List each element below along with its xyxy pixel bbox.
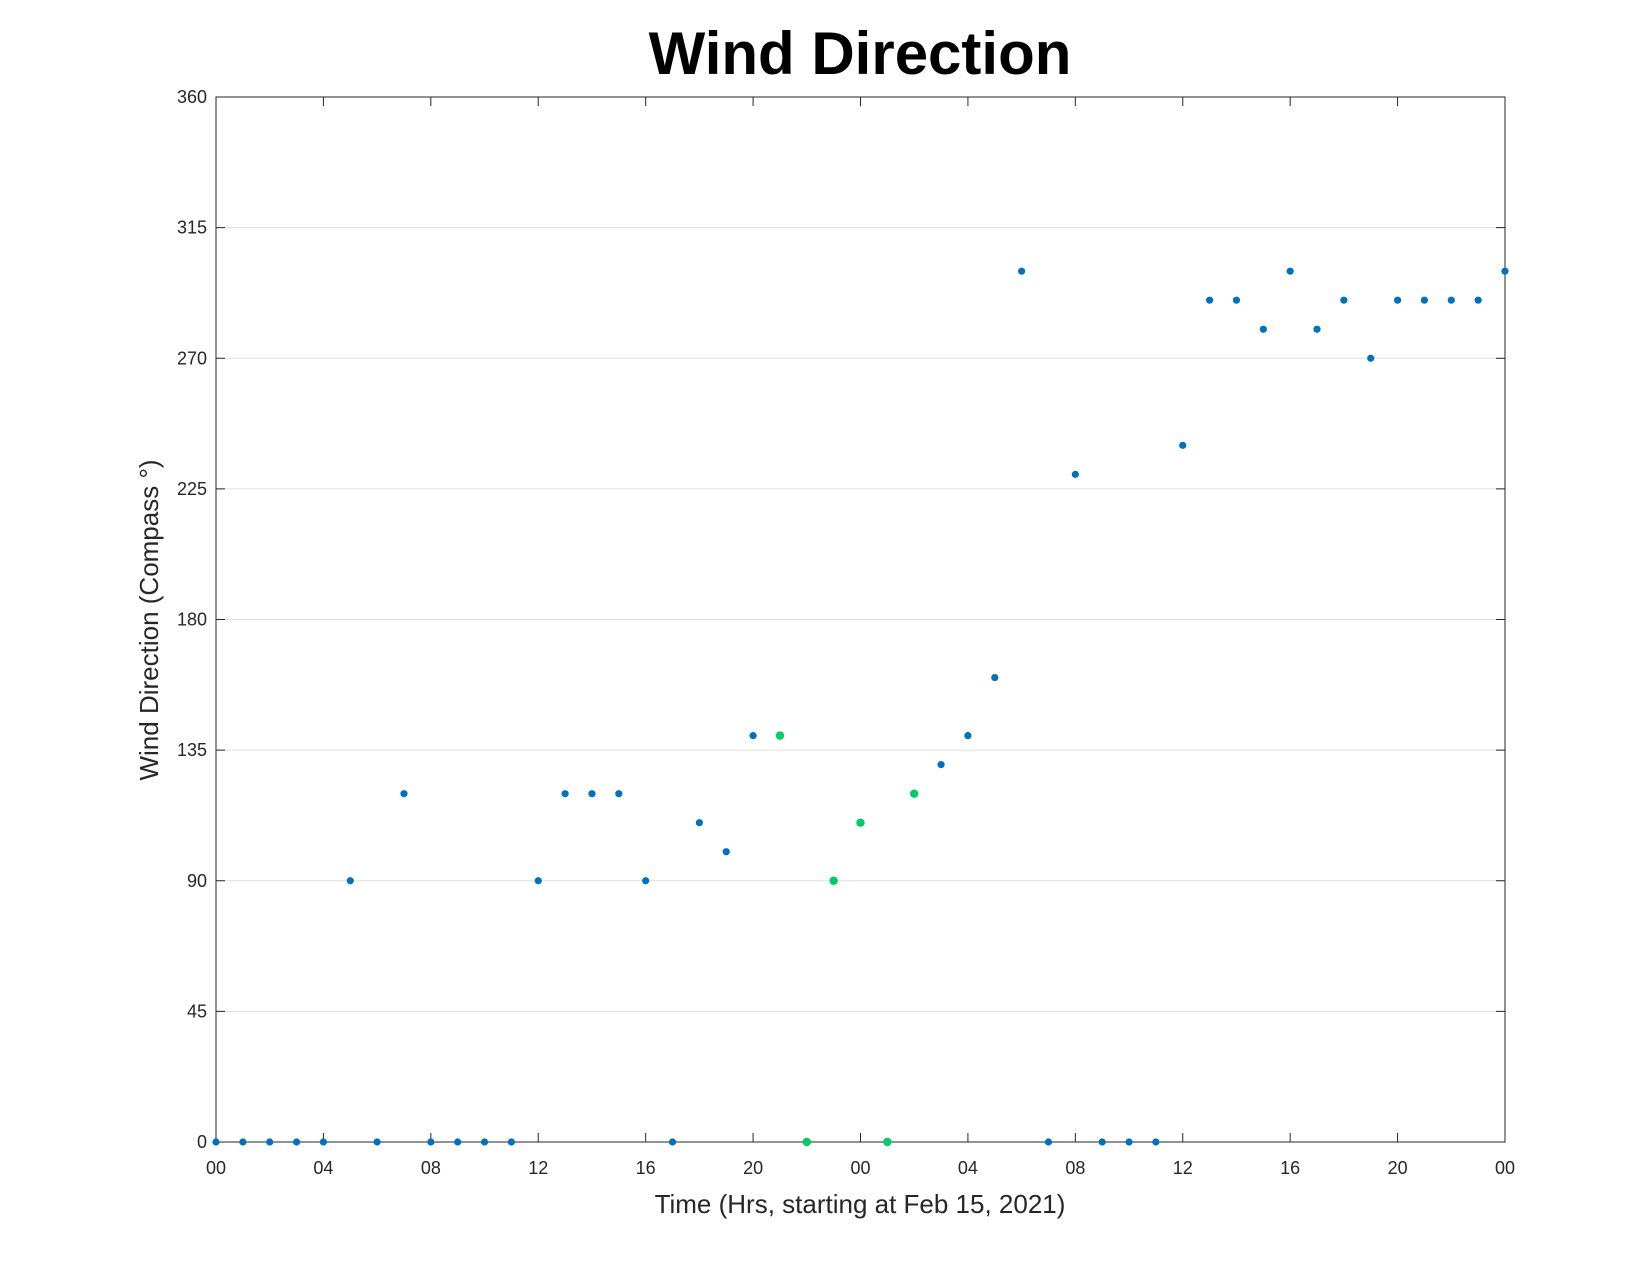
data-point [1259, 325, 1267, 333]
data-point [1474, 296, 1482, 304]
data-point [507, 1138, 515, 1146]
data-point [1125, 1138, 1133, 1146]
data-point [937, 761, 945, 769]
grid [216, 227, 1505, 1012]
data-point [1393, 296, 1402, 304]
data-point [1044, 1138, 1053, 1146]
highlighted-data-point [802, 1137, 811, 1147]
data-point [454, 1138, 462, 1146]
x-tick-label: 00 [1495, 1158, 1515, 1178]
data-point [319, 1138, 328, 1146]
x-tick-label: 08 [1065, 1158, 1085, 1178]
data-point [1206, 296, 1214, 304]
data-point [722, 848, 730, 856]
highlighted-data-point [856, 818, 865, 827]
data-point [1071, 470, 1079, 478]
x-tick-label: 20 [743, 1158, 763, 1178]
x-tick-label: 12 [1173, 1158, 1193, 1178]
x-tick-label: 08 [421, 1158, 441, 1178]
data-point [642, 877, 650, 885]
data-point [991, 673, 999, 682]
data-point [695, 819, 703, 827]
data-point [1232, 296, 1241, 304]
data-point [400, 790, 408, 798]
x-tick-label: 12 [528, 1158, 548, 1178]
data-point [964, 732, 972, 740]
data-point [480, 1138, 489, 1146]
data-point [561, 790, 569, 798]
y-tick-label: 270 [177, 348, 207, 368]
data-point [1340, 296, 1348, 304]
axis-ticks: 0 45 90 135 180 225 270 315 360 00 04 08 12 16 20 00 04 0… [177, 87, 1515, 1178]
data-point [615, 790, 623, 798]
x-tick-label: 04 [958, 1158, 978, 1178]
data-point [239, 1138, 247, 1146]
data-points [212, 267, 1509, 1147]
x-tick-label: 00 [206, 1158, 226, 1178]
data-point [1447, 296, 1455, 304]
y-tick-label: 360 [177, 87, 207, 107]
data-point [1152, 1138, 1160, 1146]
data-point [1501, 267, 1509, 275]
data-point [1367, 354, 1375, 362]
data-point [266, 1138, 274, 1146]
x-tick-label: 16 [1280, 1158, 1300, 1178]
data-point [427, 1138, 435, 1146]
y-tick-label: 45 [187, 1001, 207, 1021]
plot-area [215, 96, 1506, 1143]
data-point [534, 877, 542, 885]
y-tick-label: 225 [177, 479, 207, 499]
data-point [1179, 441, 1187, 449]
data-point [668, 1138, 677, 1146]
x-tick-label: 00 [850, 1158, 870, 1178]
y-tick-label: 180 [177, 610, 207, 630]
data-point [1420, 296, 1429, 304]
y-tick-label: 90 [187, 871, 207, 891]
chart-title: Wind Direction [649, 20, 1072, 87]
data-point [292, 1138, 301, 1146]
data-point [749, 732, 757, 740]
data-point [346, 877, 354, 885]
highlighted-data-point [883, 1137, 892, 1147]
y-tick-label: 315 [177, 218, 207, 238]
x-axis-label: Time (Hrs, starting at Feb 15, 2021) [655, 1189, 1066, 1219]
data-point [212, 1138, 220, 1146]
data-point [1313, 325, 1321, 333]
data-point [373, 1138, 381, 1146]
highlighted-data-point [775, 731, 785, 740]
data-point [588, 790, 596, 798]
x-tick-label: 20 [1388, 1158, 1408, 1178]
x-tick-label: 16 [636, 1158, 656, 1178]
highlighted-data-point [910, 789, 919, 798]
y-tick-label: 0 [197, 1132, 207, 1152]
y-tick-label: 135 [177, 740, 207, 760]
highlighted-data-point [829, 876, 838, 885]
x-tick-label: 04 [313, 1158, 333, 1178]
data-point [1098, 1138, 1106, 1146]
data-point [1018, 267, 1026, 275]
data-point [1286, 267, 1294, 275]
y-axis-label: Wind Direction (Compass °) [134, 459, 164, 780]
